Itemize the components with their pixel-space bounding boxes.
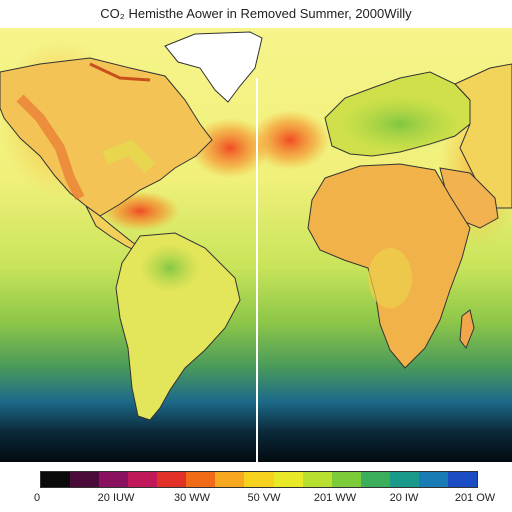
colorbar-swatch <box>244 472 274 487</box>
colorbar-tick-label: 50 VW <box>247 492 281 504</box>
colorbar-tick-label: 0 <box>33 492 41 504</box>
colorbar-tick-label: 20 IUW <box>97 492 135 504</box>
colorbar-swatch <box>99 472 129 487</box>
amazon-green <box>140 244 200 292</box>
map-canvas <box>0 28 512 462</box>
colorbar-tick-label: 201 WW <box>313 492 357 504</box>
colorbar-swatch <box>331 472 361 487</box>
map-title: CO₂ Hemisthe Aower in Removed Summer, 20… <box>100 6 412 21</box>
colorbar-swatch <box>70 472 100 487</box>
colorbar-swatch <box>360 472 390 487</box>
colorbar-swatch <box>128 472 158 487</box>
colorbar-tick-label: 30 WW <box>173 492 211 504</box>
region-greenland <box>164 31 263 103</box>
world-map <box>0 28 512 462</box>
colorbar-swatch <box>273 472 303 487</box>
canada-arctic-lines <box>89 62 151 82</box>
region-madagascar <box>459 309 475 350</box>
colorbar-swatch <box>447 472 477 487</box>
europe-green <box>340 96 460 152</box>
hotspot-atlantic-west <box>190 118 270 178</box>
region-north-america <box>0 57 213 217</box>
colorbar-swatch <box>418 472 448 487</box>
colorbar-ticks: 0 20 IUW 30 WW 50 VW 201 WW 20 IW 201 OW <box>0 492 512 510</box>
colorbar-tick-label: 20 IW <box>389 492 419 504</box>
rockies-hotband <box>16 94 85 201</box>
hotspot-atlantic-east <box>250 110 330 170</box>
colorbar-swatch <box>186 472 216 487</box>
colorbar-swatch <box>41 472 71 487</box>
colorbar-swatch <box>157 472 187 487</box>
africa-central-yellow <box>368 248 412 308</box>
colorbar-swatch <box>215 472 245 487</box>
colorbar-swatch <box>302 472 332 487</box>
colorbar-swatch <box>389 472 419 487</box>
plains-band <box>102 139 155 173</box>
colorbar <box>40 471 478 488</box>
colorbar-tick-label: 201 OW <box>454 492 496 504</box>
